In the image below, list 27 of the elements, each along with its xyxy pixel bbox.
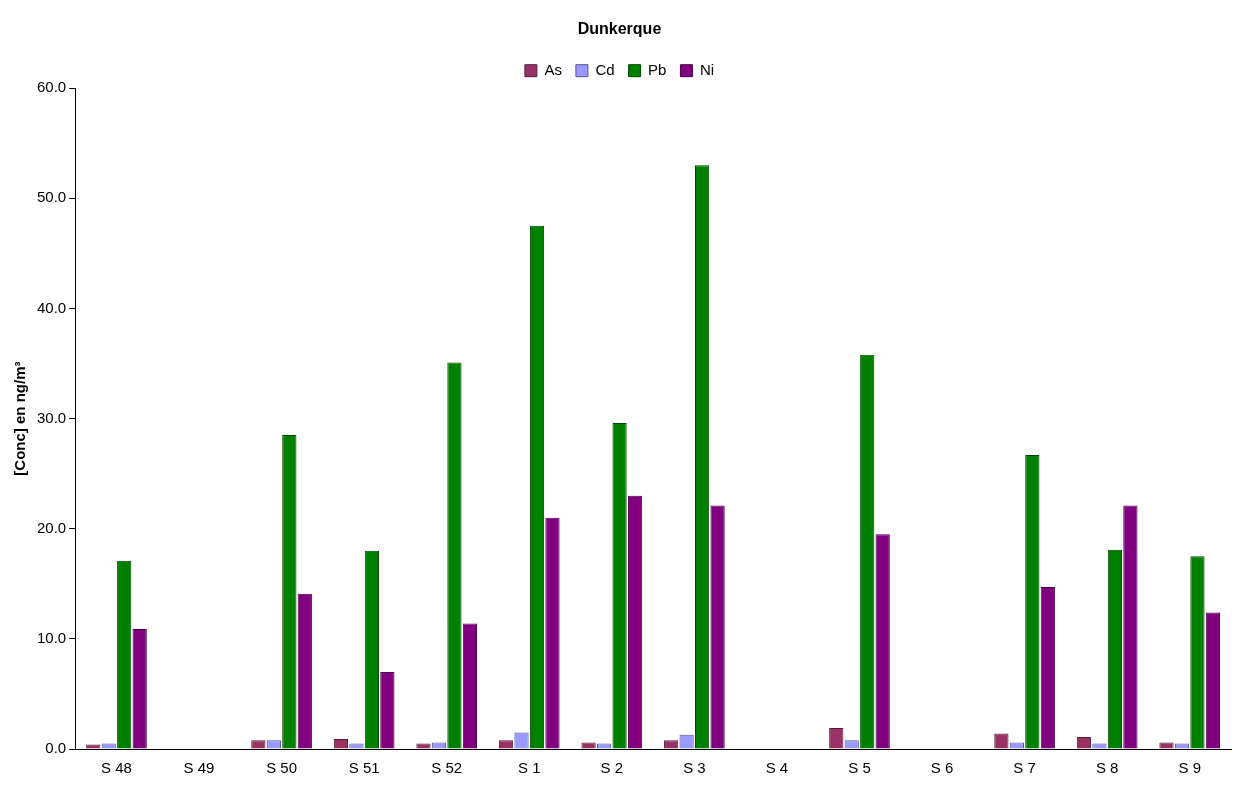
legend-label: As [544,60,562,78]
y-tick-label: 60.0 [36,78,67,96]
legend-label: Cd [595,60,615,78]
y-tick-label: 0.0 [45,739,67,757]
x-tick-label: S 50 [266,759,298,777]
x-tick-label: S 2 [600,759,624,777]
x-tick-label: S 9 [1178,759,1201,777]
y-tick-label: 10.0 [36,629,67,647]
x-tick-label: S 5 [848,759,871,777]
x-tick-label: S 1 [518,759,541,777]
x-tick-label: S 3 [683,759,706,777]
legend-label: Pb [648,60,667,78]
y-axis-title: [Conc] en ng/m³ [11,361,29,476]
x-tick-label: S 4 [765,759,789,777]
y-tick-label: 30.0 [36,408,67,426]
x-tick-label: S 51 [348,759,380,777]
chart-title: Dunkerque [577,20,662,38]
x-tick-label: S 49 [183,759,215,777]
y-tick-label: 50.0 [36,188,67,206]
x-tick-label: S 52 [431,759,463,777]
y-tick-label: 40.0 [36,298,67,316]
x-tick-label: S 8 [1095,759,1119,777]
x-tick-label: S 6 [930,759,954,777]
x-tick-label: S 48 [101,759,132,777]
legend-label: Ni [699,60,715,78]
x-tick-label: S 7 [1013,759,1036,777]
y-tick-label: 20.0 [36,518,67,536]
